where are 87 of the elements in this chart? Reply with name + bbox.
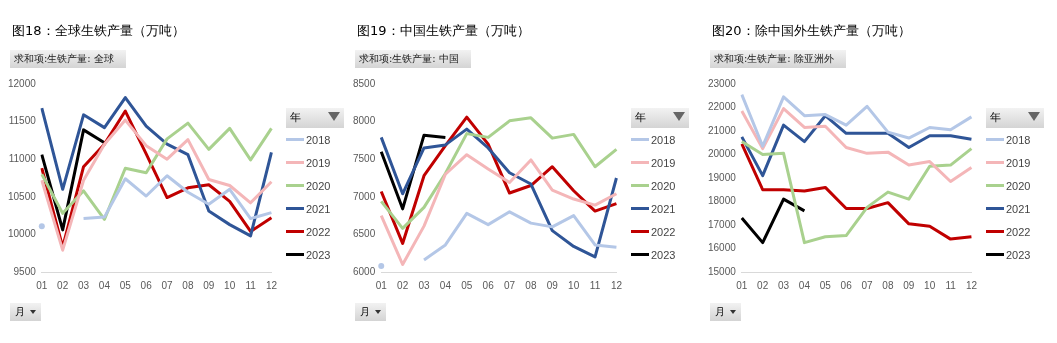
x-tick-label: 08 <box>525 279 537 291</box>
x-tick-label: 01 <box>375 279 388 291</box>
chart-title: 图19：中国生铁产量（万吨） <box>357 22 530 40</box>
legend-label: 2022 <box>1006 225 1031 238</box>
x-tick-label: 06 <box>482 279 495 291</box>
x-tick-label: 01 <box>736 279 748 291</box>
chart-subtitle: 求和项:生铁产量: 全球 <box>10 50 126 68</box>
y-tick-label: 11500 <box>8 115 37 127</box>
legend-label: 2023 <box>1006 248 1031 261</box>
y-tick-label: 19000 <box>708 171 737 183</box>
x-tick-label: 07 <box>161 279 174 291</box>
x-tick-label: 07 <box>503 279 516 291</box>
x-tick-label: 03 <box>78 279 90 291</box>
x-tick-label: 03 <box>418 279 431 291</box>
x-tick-label: 05 <box>819 279 832 291</box>
x-tick-label: 05 <box>119 279 132 291</box>
x-tick-label: 06 <box>840 279 853 291</box>
legend-label: 2020 <box>306 179 331 192</box>
x-tick-label: 09 <box>546 279 559 291</box>
legend-title: 年 <box>990 111 1001 124</box>
legend-title: 年 <box>635 111 646 124</box>
legend-label: 2023 <box>306 248 331 261</box>
y-tick-label: 10000 <box>8 228 37 240</box>
legend-label: 2023 <box>651 248 676 261</box>
legend-label: 2019 <box>651 156 676 169</box>
x-tick-label: 11 <box>945 279 957 291</box>
y-tick-label: 6500 <box>353 228 376 240</box>
x-tick-label: 10 <box>224 279 236 291</box>
x-tick-label: 04 <box>798 279 811 291</box>
y-tick-label: 16000 <box>708 242 737 254</box>
x-axis-title: 月 <box>15 306 25 317</box>
legend-label: 2018 <box>306 133 331 146</box>
x-tick-label: 12 <box>265 279 278 291</box>
x-tick-label: 03 <box>778 279 790 291</box>
x-tick-label: 07 <box>861 279 874 291</box>
chart-title: 图20：除中国外生铁产量（万吨） <box>712 22 911 40</box>
y-tick-label: 21000 <box>708 124 737 136</box>
y-tick-label: 8000 <box>353 115 376 127</box>
y-tick-label: 9500 <box>13 265 37 277</box>
legend-label: 2021 <box>306 202 331 215</box>
x-tick-label: 02 <box>397 279 409 291</box>
legend-label: 2019 <box>1006 156 1031 169</box>
y-tick-label: 11000 <box>8 152 37 164</box>
chart-title: 图18：全球生铁产量（万吨） <box>12 22 185 40</box>
legend-label: 2018 <box>1006 133 1031 146</box>
chart-subtitle: 求和项:生铁产量: 除亚洲外 <box>710 50 846 68</box>
y-tick-label: 17000 <box>708 218 737 230</box>
legend-label: 2022 <box>306 225 331 238</box>
legend-label: 2018 <box>651 133 676 146</box>
y-tick-label: 8500 <box>353 77 376 89</box>
legend-label: 2021 <box>1006 202 1031 215</box>
y-tick-label: 23000 <box>708 77 737 89</box>
x-tick-label: 12 <box>610 279 623 291</box>
x-tick-label: 02 <box>57 279 69 291</box>
legend-label: 2020 <box>1006 179 1031 192</box>
x-axis-title: 月 <box>360 306 370 317</box>
legend-label: 2020 <box>651 179 676 192</box>
y-tick-label: 6000 <box>353 265 376 277</box>
x-tick-label: 11 <box>245 279 257 291</box>
x-tick-label: 01 <box>36 279 48 291</box>
x-tick-label: 11 <box>589 279 601 291</box>
x-tick-label: 10 <box>568 279 580 291</box>
x-tick-label: 05 <box>461 279 473 291</box>
x-axis-title: 月 <box>715 306 725 317</box>
x-tick-label: 08 <box>882 279 894 291</box>
chart-subtitle: 求和项:生铁产量: 中国 <box>355 50 471 68</box>
y-tick-label: 7000 <box>353 190 376 202</box>
x-tick-label: 08 <box>182 279 194 291</box>
x-tick-label: 04 <box>98 279 111 291</box>
legend-title: 年 <box>290 111 301 124</box>
y-tick-label: 20000 <box>708 148 737 160</box>
x-tick-label: 09 <box>203 279 215 291</box>
x-tick-label: 10 <box>924 279 936 291</box>
y-tick-label: 15000 <box>708 265 737 277</box>
x-tick-label: 06 <box>140 279 153 291</box>
y-tick-label: 7500 <box>353 152 376 164</box>
legend-label: 2022 <box>651 225 676 238</box>
legend-label: 2021 <box>651 202 676 215</box>
y-tick-label: 18000 <box>708 195 737 207</box>
legend-label: 2019 <box>306 156 331 169</box>
x-tick-label: 04 <box>439 279 452 291</box>
x-tick-label: 02 <box>757 279 769 291</box>
y-tick-label: 22000 <box>708 101 737 113</box>
x-tick-label: 09 <box>903 279 915 291</box>
y-tick-label: 12000 <box>8 77 37 89</box>
x-tick-label: 12 <box>965 279 978 291</box>
y-tick-label: 10500 <box>8 190 37 202</box>
